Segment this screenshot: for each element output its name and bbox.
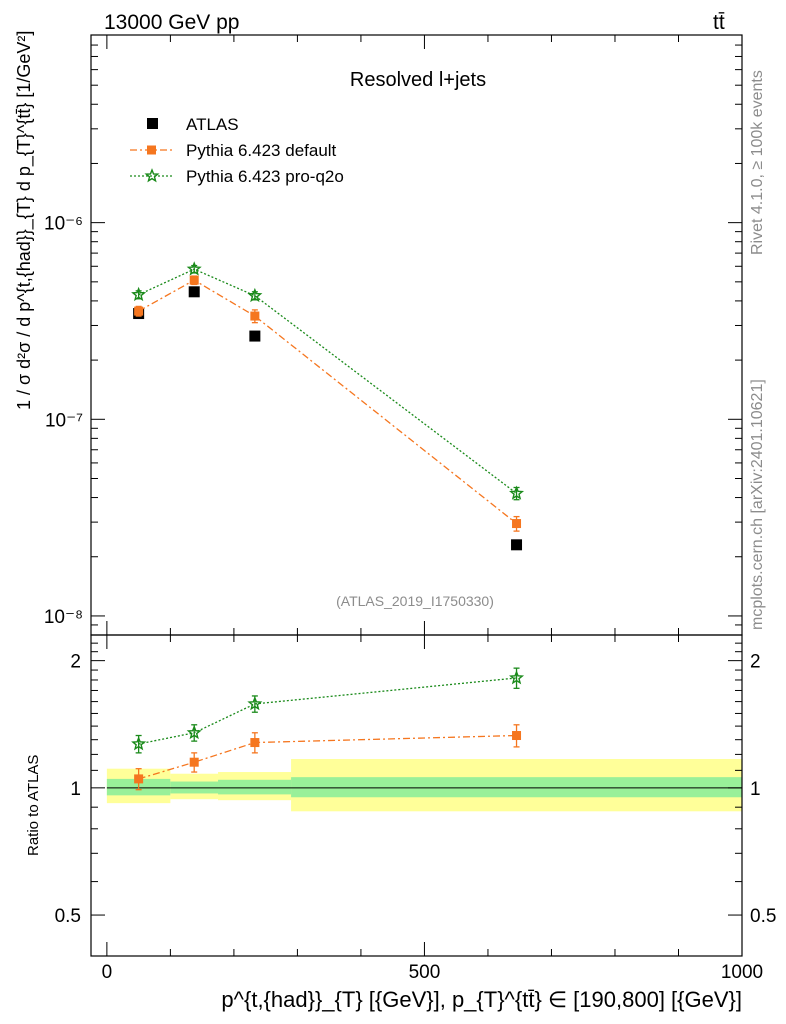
legend-atlas-marker	[147, 118, 158, 129]
main-panel: Resolved l+jets (ATLAS_2019_I1750330) 1 …	[14, 31, 743, 636]
legend-atlas-label: ATLAS	[186, 115, 239, 134]
pythia-default-point	[512, 519, 522, 529]
ratio-pythia-default-point	[134, 774, 144, 784]
ratio-x-ticks: 0 500 1000	[102, 635, 763, 983]
pythia-proq2o-point	[131, 286, 147, 302]
main-y-axis-label: 1 / σ d²σ / d p^{t,{had}}_{T} d p_{T}^{t…	[14, 31, 35, 410]
ratio-y-tick-label-left: 2	[70, 652, 81, 673]
ratio-y-tick-label-left: 1	[70, 779, 81, 800]
ratio-y-tick-label-right: 0.5	[750, 906, 776, 927]
x-tick-label: 500	[409, 962, 441, 983]
atlas-data-point	[249, 330, 261, 342]
analysis-tag: (ATLAS_2019_I1750330)	[336, 593, 494, 609]
main-y-tick-label: 10⁻⁶	[44, 214, 83, 235]
ratio-y-axis-label: Ratio to ATLAS	[25, 755, 42, 856]
ratio-pythia-proq2o-line	[138, 677, 517, 745]
atlas-data-point	[511, 539, 523, 551]
ratio-pythia-default-point	[512, 731, 522, 741]
legend-default-marker	[147, 145, 156, 155]
ratio-pythia-proq2o-point	[509, 670, 525, 685]
x-tick-label: 1000	[721, 962, 763, 983]
pythia-default-point	[134, 306, 144, 316]
ratio-inner-band	[218, 779, 292, 795]
ratio-pythia-default-point	[189, 757, 199, 767]
x-tick-label: 0	[102, 962, 113, 983]
x-axis-label: p^{t,{had}}_{T} [{GeV}], p_{T}^{tt̄} ∈ […	[221, 987, 742, 1012]
legend: ATLAS Pythia 6.423 default Pythia 6.423 …	[130, 115, 344, 186]
ratio-uncertainty-bands	[106, 759, 742, 812]
pythia-default-point	[189, 275, 199, 285]
legend-default-label: Pythia 6.423 default	[186, 141, 337, 160]
main-y-tick-label: 10⁻⁷	[45, 410, 83, 431]
pythia-default-line	[138, 279, 517, 525]
ratio-panel: Ratio to ATLAS 0.5 0.5 1 1 2 2 0 500 1000 p^{t,…	[25, 634, 776, 1012]
legend-proq2o-label: Pythia 6.423 pro-q2o	[186, 167, 344, 186]
ratio-pythia-proq2o-point	[131, 736, 147, 751]
main-title: Resolved l+jets	[350, 69, 486, 91]
rivet-version-label: Rivet 4.1.0, ≥ 100k events	[749, 70, 766, 255]
ratio-y-tick-label-right: 2	[750, 652, 761, 673]
main-series	[131, 261, 525, 551]
mcplots-label: mcplots.cern.ch [arXiv:2401.10621]	[749, 379, 766, 630]
pythia-proq2o-point	[509, 485, 525, 500]
ratio-pythia-proq2o-point	[186, 724, 202, 740]
ratio-series	[131, 667, 525, 791]
process-label: tt̄	[713, 11, 725, 34]
ratio-y-tick-label-right: 1	[750, 779, 761, 800]
pythia-proq2o-point	[247, 287, 263, 303]
legend-proq2o-marker	[144, 168, 160, 183]
main-y-ticks: 10⁻⁸ 10⁻⁷ 10⁻⁶	[44, 34, 742, 636]
ratio-pythia-default-point	[250, 738, 260, 748]
ratio-y-ticks: 0.5 0.5 1 1 2 2	[55, 634, 776, 957]
main-x-ticks	[106, 35, 743, 635]
ratio-inner-band	[291, 777, 742, 798]
ratio-y-tick-label-left: 0.5	[55, 906, 81, 927]
pythia-proq2o-line	[138, 268, 517, 494]
atlas-data-point	[188, 286, 200, 298]
pythia-proq2o-point	[186, 261, 202, 276]
ratio-pythia-proq2o-point	[247, 695, 263, 711]
ratio-plot-frame	[90, 634, 743, 957]
energy-label: 13000 GeV pp	[104, 11, 239, 34]
main-y-tick-label: 10⁻⁸	[44, 607, 83, 628]
pythia-default-point	[250, 311, 260, 321]
